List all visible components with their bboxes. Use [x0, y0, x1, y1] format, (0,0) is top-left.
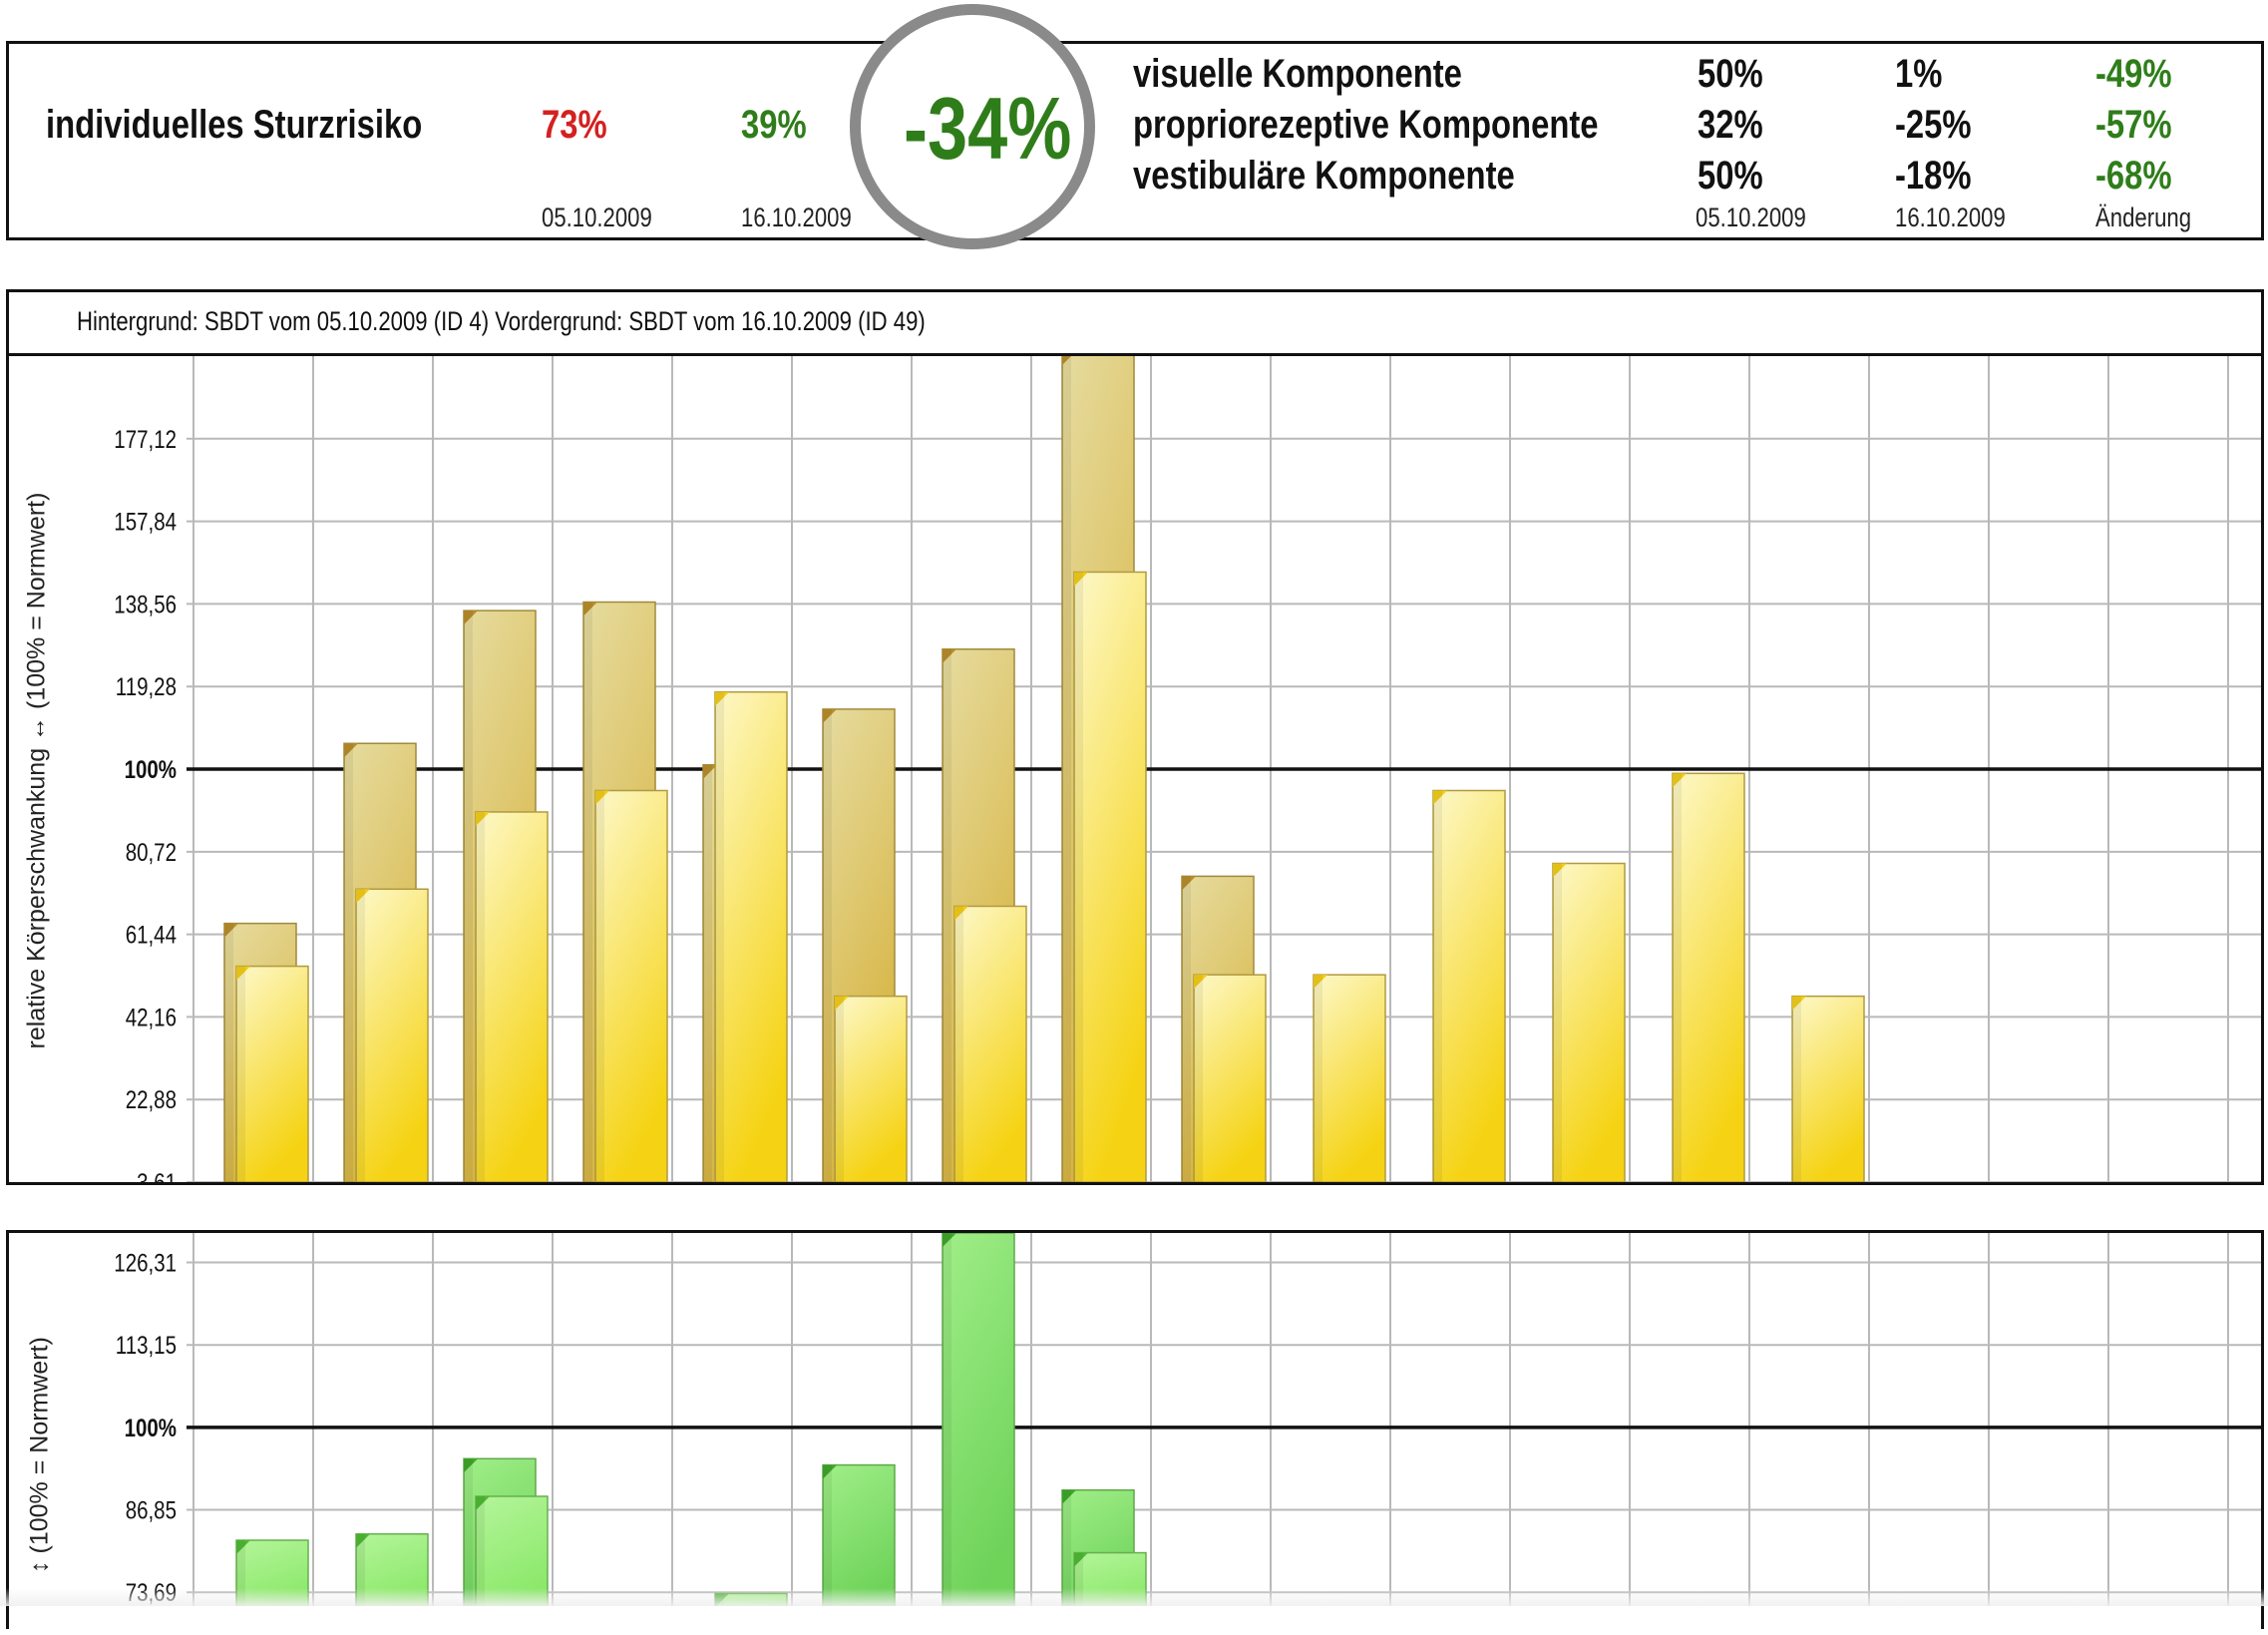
y-tick-label: 42,16: [126, 1003, 177, 1030]
bar-foreground: [1791, 995, 1865, 1182]
y-tick-label: 22,88: [126, 1085, 177, 1113]
bar-background: [942, 1233, 1015, 1606]
component-change-label: Änderung: [2095, 203, 2192, 232]
y-tick-label: 61,44: [126, 921, 178, 949]
risk-change-circle: [850, 4, 1095, 249]
chart1-plot: 177,12 157,84 138,56 119,28 100% 80,72 61,44 42…: [114, 356, 2261, 1182]
risk-change-value: -34%: [904, 79, 1072, 178]
component-proprioceptive-second: -25%: [1895, 103, 1972, 147]
y-tick-label: 100%: [125, 755, 177, 783]
bar-foreground: [235, 965, 309, 1182]
y-tick-label: 100%: [125, 1414, 177, 1441]
risk-value-second: 39%: [741, 103, 807, 147]
component-proprioceptive-first: 32%: [1698, 103, 1763, 147]
bar-foreground: [714, 690, 788, 1182]
chart-header-divider: [6, 353, 2264, 356]
y-tick-label: 80,72: [126, 838, 177, 866]
y-tick-label: 126,31: [114, 1249, 177, 1277]
bar-foreground: [1672, 772, 1745, 1182]
chart-header: Hintergrund: SBDT vom 05.10.2009 (ID 4) …: [77, 306, 926, 336]
component-label-vestibular: vestibuläre Komponente: [1133, 154, 1515, 198]
y-tick-label: 119,28: [116, 672, 177, 700]
component-vestibular-first: 50%: [1698, 154, 1763, 198]
component-proprioceptive-change: -57%: [2095, 103, 2172, 147]
component-visual-second: 1%: [1895, 52, 1943, 96]
component-date-first: 05.10.2009: [1696, 203, 1806, 232]
y-tick-label: 86,85: [126, 1496, 177, 1524]
bar-foreground: [1313, 974, 1386, 1182]
component-visual-change: -49%: [2095, 52, 2172, 96]
bar-background: [822, 1463, 896, 1606]
summary-panel: [6, 41, 2264, 240]
y-tick-label: 113,15: [116, 1331, 177, 1359]
bar-foreground: [1073, 571, 1147, 1182]
bar-foreground: [1552, 862, 1626, 1182]
component-vestibular-change: -68%: [2095, 154, 2172, 198]
component-date-second: 16.10.2009: [1895, 203, 2006, 232]
y-tick-label: 138,56: [114, 590, 177, 617]
component-label-visual: visuelle Komponente: [1133, 52, 1462, 96]
y-tick-label: 157,84: [114, 508, 177, 536]
y-tick-label: 3,61: [137, 1168, 177, 1182]
risk-date-first: 05.10.2009: [542, 203, 652, 232]
risk-label: individuelles Sturzrisiko: [46, 103, 423, 147]
component-label-proprioceptive: propriorezeptive Komponente: [1133, 103, 1599, 147]
bar-foreground: [475, 1495, 549, 1606]
bar-foreground: [1193, 974, 1267, 1182]
risk-date-second: 16.10.2009: [741, 203, 852, 232]
bar-foreground: [1432, 789, 1506, 1182]
bar-foreground: [834, 995, 908, 1182]
bar-foreground: [475, 811, 549, 1182]
component-vestibular-second: -18%: [1895, 154, 1972, 198]
risk-value-first: 73%: [542, 103, 607, 147]
bottom-fade: [0, 1588, 2268, 1606]
bar-foreground: [355, 888, 429, 1182]
y-tick-label: 177,12: [114, 425, 177, 453]
component-visual-first: 50%: [1698, 52, 1763, 96]
bar-foreground: [594, 789, 668, 1182]
bar-foreground: [953, 905, 1027, 1182]
